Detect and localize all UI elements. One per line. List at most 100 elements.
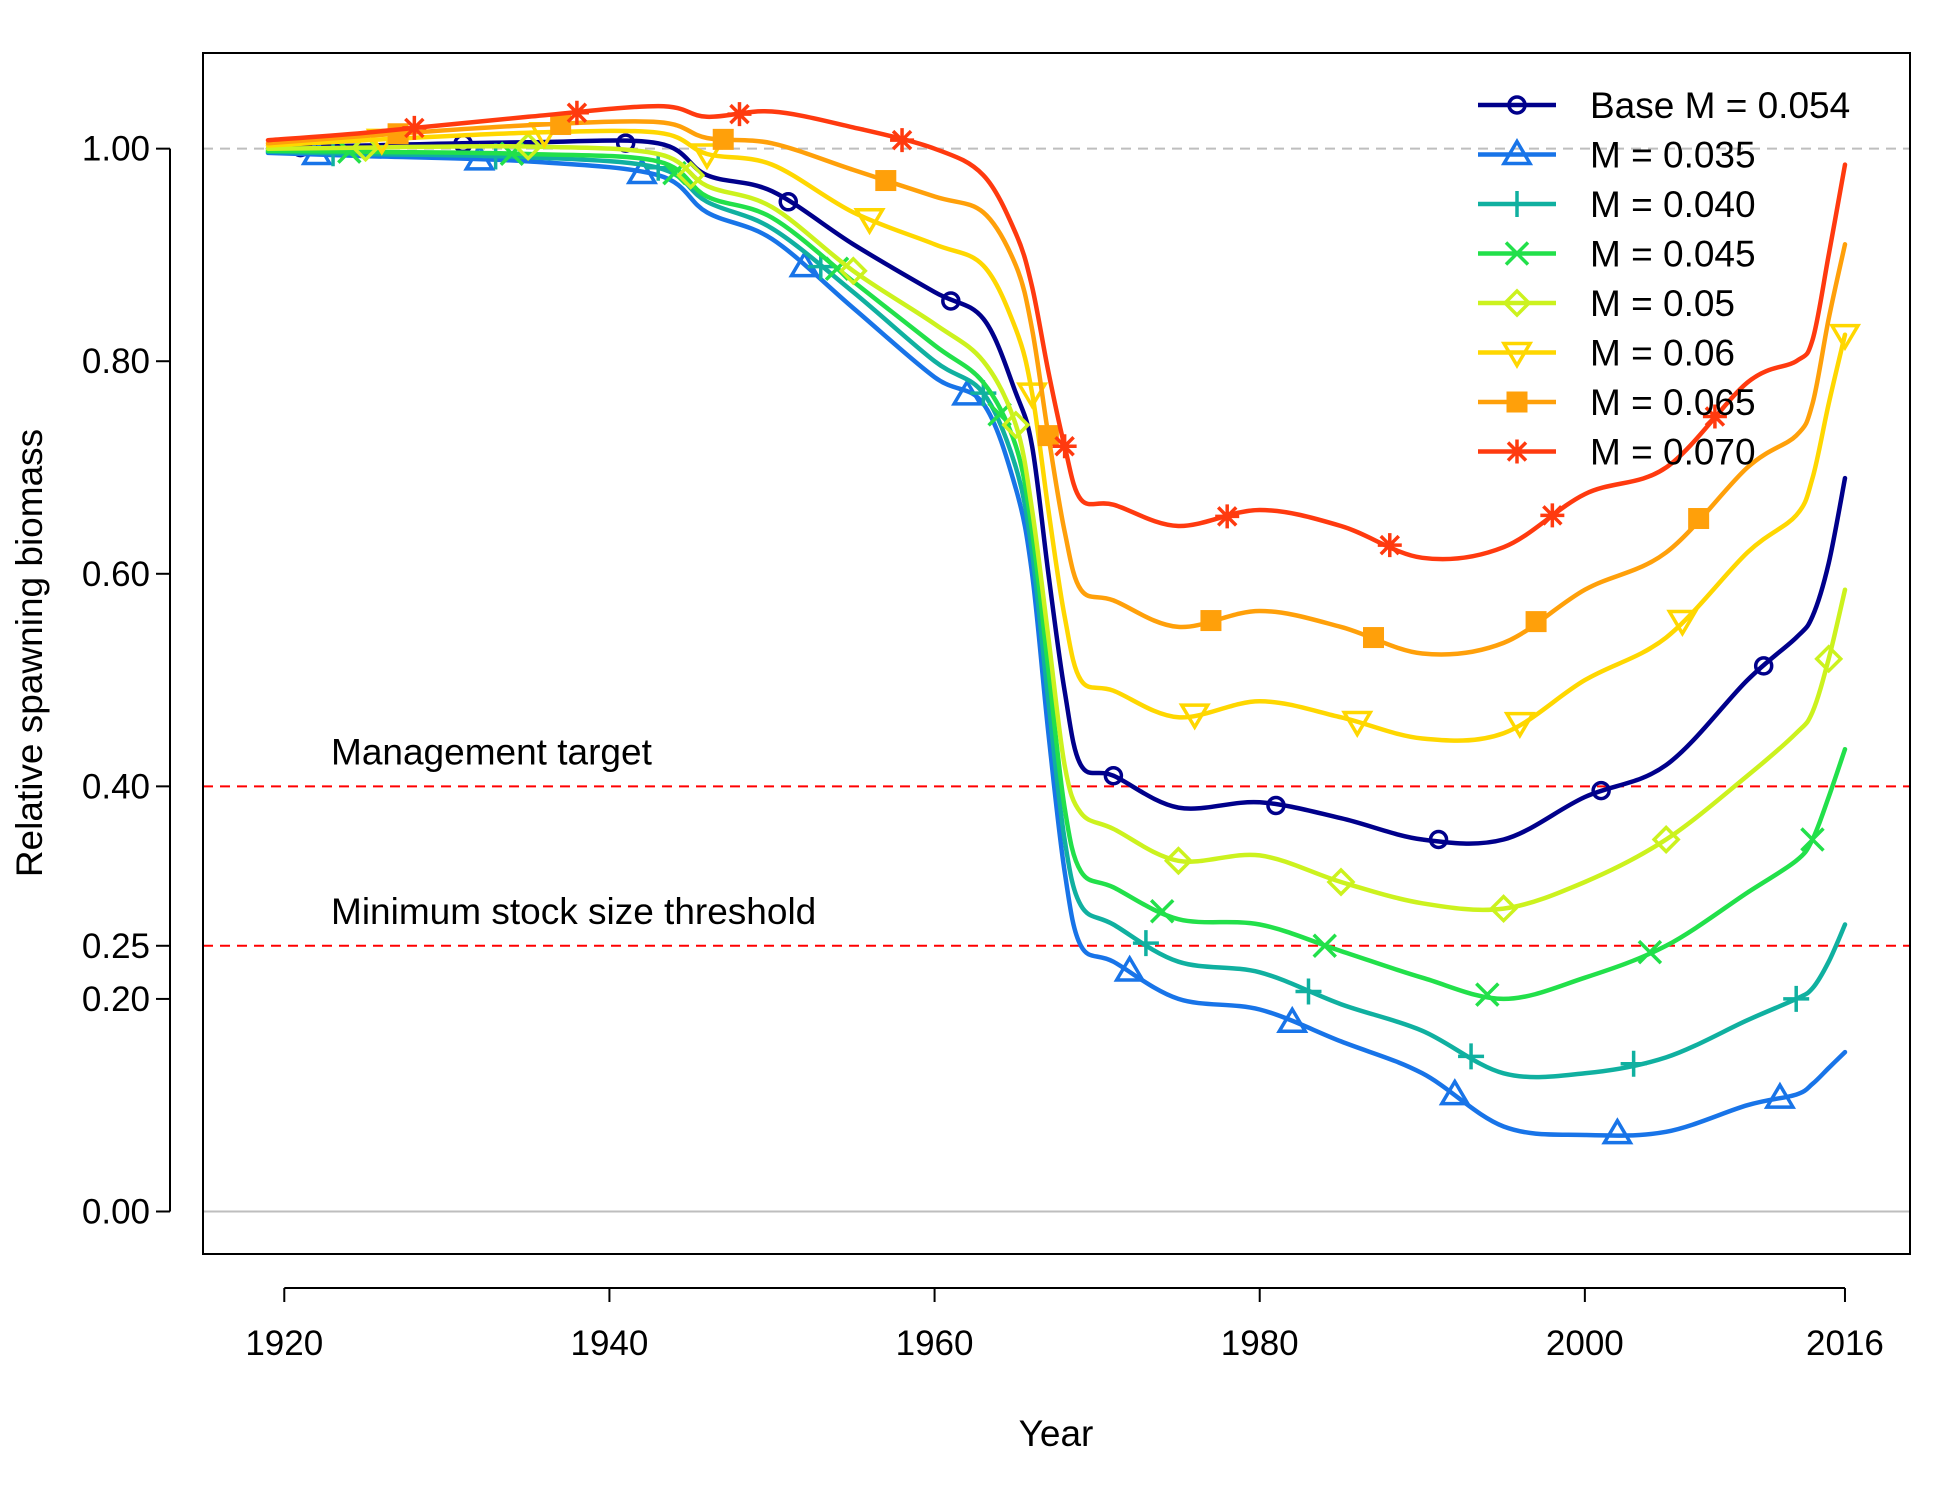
series-point bbox=[1163, 846, 1193, 876]
series-point bbox=[1001, 410, 1031, 440]
series-point bbox=[1763, 1081, 1797, 1109]
series-point bbox=[676, 160, 706, 190]
series-point bbox=[1828, 323, 1862, 352]
series-layer bbox=[265, 100, 1862, 1145]
series-point bbox=[1688, 508, 1710, 530]
y-tick-label: 0.60 bbox=[82, 555, 150, 594]
series-point bbox=[712, 128, 734, 150]
series-point bbox=[1475, 982, 1500, 1007]
legend-label: M = 0.045 bbox=[1590, 234, 1756, 275]
legend-label: Base M = 0.054 bbox=[1590, 85, 1850, 126]
y-axis-title: Relative spawning biomass bbox=[9, 429, 50, 877]
series-point bbox=[1326, 867, 1356, 897]
series-point bbox=[1503, 711, 1536, 740]
legend-marker bbox=[1500, 138, 1534, 166]
series-point bbox=[890, 128, 915, 153]
series-point bbox=[1637, 939, 1663, 965]
series-point bbox=[1113, 954, 1146, 982]
legend-marker bbox=[1504, 191, 1530, 217]
series-point bbox=[1276, 1005, 1309, 1034]
series-point bbox=[838, 256, 868, 286]
series-point bbox=[1651, 825, 1681, 854]
series-point bbox=[853, 208, 886, 236]
series-point bbox=[564, 100, 589, 125]
y-tick-label: 1.00 bbox=[82, 130, 150, 169]
series-point bbox=[625, 157, 659, 185]
legend-marker bbox=[1502, 288, 1532, 318]
reference-line-label: Management target bbox=[331, 731, 653, 772]
series-point bbox=[550, 113, 572, 135]
series-point bbox=[690, 143, 724, 171]
series-point bbox=[1620, 1050, 1647, 1077]
series-point bbox=[1753, 656, 1774, 676]
x-axis: 1920 1940 1960 1980 2000 2016 bbox=[245, 1287, 1884, 1363]
x-tick-label: 2000 bbox=[1546, 1324, 1624, 1363]
series-point bbox=[807, 253, 834, 280]
x-tick-label: 1920 bbox=[245, 1324, 323, 1363]
series-point bbox=[788, 250, 821, 278]
series-point bbox=[1814, 644, 1844, 674]
series-line bbox=[265, 150, 1848, 1138]
series-point bbox=[1178, 703, 1211, 731]
reference-lines: Management target Minimum stock size thre… bbox=[203, 147, 1910, 1213]
series-point bbox=[1215, 504, 1240, 529]
series-point bbox=[1103, 765, 1124, 786]
x-tick-label: 1940 bbox=[570, 1324, 648, 1363]
series-point bbox=[1438, 1078, 1471, 1106]
series-point bbox=[778, 192, 799, 212]
series-point bbox=[1428, 829, 1449, 850]
x-axis-title: Year bbox=[1019, 1413, 1094, 1454]
series-point bbox=[1341, 710, 1374, 738]
series-point bbox=[941, 291, 961, 311]
legend-label: M = 0.040 bbox=[1590, 184, 1756, 225]
series-point bbox=[1525, 611, 1547, 633]
legend-marker bbox=[1504, 241, 1530, 266]
series-line bbox=[265, 148, 1848, 1002]
y-tick-label: 0.00 bbox=[82, 1192, 150, 1231]
series-point bbox=[1132, 930, 1159, 957]
legend-marker bbox=[1500, 341, 1534, 369]
y-tick-label: 0.20 bbox=[82, 980, 150, 1019]
reference-line-label: Minimum stock size threshold bbox=[331, 891, 816, 932]
series-point bbox=[875, 170, 897, 192]
legend-marker bbox=[1505, 439, 1529, 464]
series-point bbox=[727, 102, 752, 127]
series-point bbox=[1702, 404, 1727, 429]
series-point bbox=[402, 115, 427, 140]
series-line bbox=[265, 149, 1848, 1080]
series-point bbox=[1266, 795, 1286, 816]
series-point bbox=[1601, 1117, 1634, 1145]
series-point bbox=[1312, 933, 1337, 959]
y-axis: 0.00 0.20 0.25 0.40 0.60 0.80 1.00 bbox=[82, 130, 171, 1231]
x-tick-label: 1980 bbox=[1221, 1324, 1299, 1363]
x-tick-label: 2016 bbox=[1806, 1324, 1884, 1363]
series-point bbox=[1800, 827, 1825, 852]
series-point bbox=[1540, 503, 1565, 528]
x-tick-label: 1960 bbox=[896, 1324, 974, 1363]
y-tick-label: 0.25 bbox=[82, 927, 150, 966]
series-point bbox=[1591, 780, 1611, 801]
legend-marker bbox=[1506, 391, 1528, 413]
legend-label: M = 0.035 bbox=[1590, 135, 1756, 176]
series-point bbox=[1363, 627, 1385, 649]
y-tick-label: 0.40 bbox=[82, 767, 150, 806]
series-point bbox=[513, 132, 543, 162]
series-line bbox=[265, 143, 1848, 913]
legend: Base M = 0.054 M = 0.035 M = 0.040 M = 0.04… bbox=[1478, 85, 1850, 473]
y-tick-label: 0.80 bbox=[82, 342, 150, 381]
series-point bbox=[1016, 382, 1049, 410]
legend-label: M = 0.06 bbox=[1590, 333, 1735, 374]
series-point bbox=[1200, 610, 1222, 632]
legend-label: M = 0.065 bbox=[1590, 382, 1756, 423]
legend-marker bbox=[1507, 95, 1527, 115]
series-line bbox=[265, 138, 1848, 846]
series-point bbox=[351, 133, 381, 163]
series-point bbox=[1666, 609, 1699, 637]
series-point bbox=[1052, 434, 1077, 459]
legend-label: M = 0.070 bbox=[1590, 432, 1756, 473]
series-point bbox=[1489, 894, 1519, 924]
series-point bbox=[1377, 533, 1402, 558]
series-point bbox=[1783, 985, 1810, 1012]
series-point bbox=[1149, 898, 1175, 924]
